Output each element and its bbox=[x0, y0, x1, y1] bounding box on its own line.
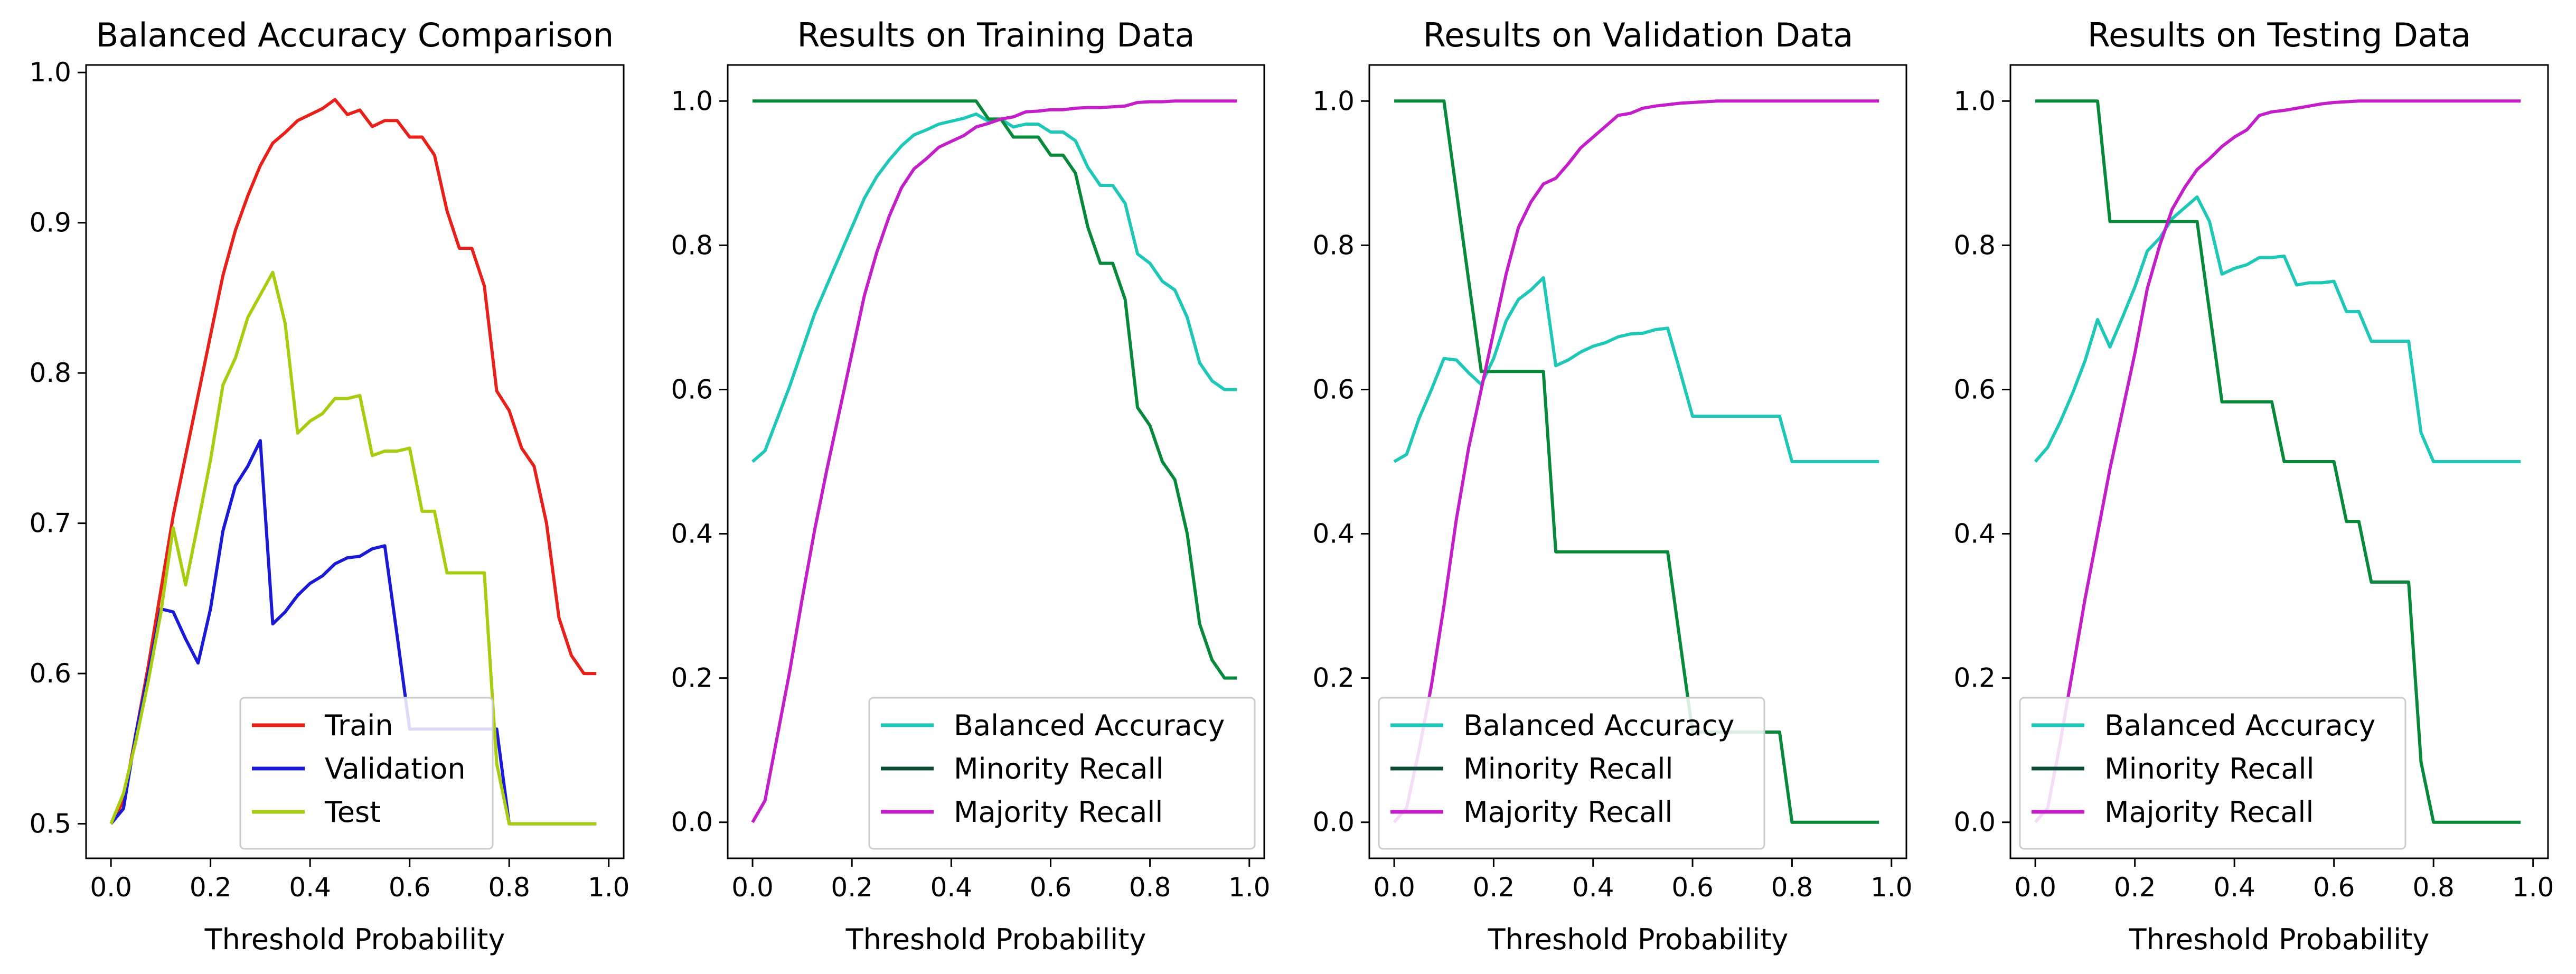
x-tick-label: 0.0 bbox=[2014, 872, 2056, 903]
x-tick-label: 0.8 bbox=[1129, 872, 1171, 903]
y-tick-label: 0.2 bbox=[671, 663, 713, 694]
x-tick-label: 0.2 bbox=[2114, 872, 2156, 903]
x-tick-label: 1.0 bbox=[588, 872, 630, 903]
x-axis-label: Threshold Probability bbox=[845, 923, 1146, 956]
y-tick-label: 0.4 bbox=[1312, 519, 1355, 549]
x-tick-label: 0.2 bbox=[1473, 872, 1515, 903]
series-line-majority-recall bbox=[2034, 99, 2521, 823]
x-axis-label: Threshold Probability bbox=[2129, 923, 2430, 956]
series-line-balanced-accuracy bbox=[1393, 276, 1879, 463]
series-line-balanced-accuracy bbox=[2034, 195, 2521, 463]
x-tick-label: 0.6 bbox=[1030, 872, 1072, 903]
legend-label: Majority Recall bbox=[2104, 795, 2314, 829]
x-tick-label: 0.6 bbox=[1671, 872, 1714, 903]
y-tick-label: 1.0 bbox=[1953, 86, 1996, 116]
y-tick-label: 0.8 bbox=[1953, 230, 1996, 260]
x-tick-label: 0.4 bbox=[1572, 872, 1614, 903]
legend-label: Validation bbox=[325, 752, 466, 785]
chart-title: Results on Training Data bbox=[797, 16, 1195, 54]
x-tick-label: 0.0 bbox=[731, 872, 774, 903]
legend-box bbox=[2019, 697, 2406, 850]
legend-box bbox=[868, 697, 1256, 850]
legend-label: Train bbox=[324, 709, 393, 742]
legend: Balanced Accuracy Minority Recall Majority… bbox=[868, 697, 1256, 850]
y-tick-label: 0.5 bbox=[29, 809, 71, 839]
legend: Balanced Accuracy Minority Recall Majority… bbox=[1378, 697, 1765, 850]
series-line-test bbox=[109, 270, 597, 826]
plot-frame bbox=[2009, 64, 2549, 859]
y-tick-label: 0.0 bbox=[671, 807, 713, 838]
legend-label: Minority Recall bbox=[954, 752, 1163, 785]
y-tick-label: 0.0 bbox=[1953, 807, 1996, 838]
x-tick-label: 0.4 bbox=[2213, 872, 2255, 903]
chart-title: Balanced Accuracy Comparison bbox=[96, 16, 614, 54]
series-line-majority-recall bbox=[751, 99, 1237, 823]
y-tick-label: 0.6 bbox=[29, 658, 71, 689]
y-tick-label: 0.6 bbox=[671, 374, 713, 405]
chart-title: Results on Validation Data bbox=[1423, 16, 1853, 54]
x-tick-label: 0.4 bbox=[930, 872, 973, 903]
series-line-majority-recall bbox=[1393, 99, 1879, 823]
x-tick-label: 0.6 bbox=[2313, 872, 2355, 903]
y-tick-label: 0.6 bbox=[1312, 374, 1355, 405]
x-tick-label: 0.8 bbox=[488, 872, 530, 903]
x-tick-label: 0.6 bbox=[389, 872, 431, 903]
x-tick-label: 0.2 bbox=[190, 872, 232, 903]
y-tick-label: 0.4 bbox=[671, 519, 713, 549]
y-tick-label: 1.0 bbox=[29, 57, 71, 88]
plot-frame bbox=[1368, 64, 1907, 859]
plot-frame bbox=[85, 64, 625, 859]
x-tick-label: 1.0 bbox=[1870, 872, 1913, 903]
legend: Train Validation Test bbox=[239, 697, 494, 850]
y-tick-label: 0.0 bbox=[1312, 807, 1355, 838]
y-tick-label: 0.2 bbox=[1312, 663, 1355, 694]
series-line-train bbox=[109, 98, 597, 825]
subplot-balanced-accuracy-comparison: Balanced Accuracy Comparison Threshold P… bbox=[29, 16, 629, 956]
legend-label: Balanced Accuracy bbox=[954, 709, 1225, 742]
legend-box bbox=[1378, 697, 1765, 850]
legend-label: Majority Recall bbox=[1463, 795, 1672, 829]
x-tick-label: 0.0 bbox=[90, 872, 132, 903]
y-tick-label: 0.8 bbox=[1312, 230, 1355, 260]
y-tick-label: 1.0 bbox=[1312, 86, 1355, 116]
series-line-minority-recall bbox=[753, 99, 1237, 680]
y-tick-label: 0.4 bbox=[1953, 519, 1996, 549]
subplot-results-testing: Results on Testing Data Threshold Probab… bbox=[1953, 16, 2554, 956]
plot-frame bbox=[727, 64, 1265, 859]
legend-label: Minority Recall bbox=[2104, 752, 2314, 785]
series-line-minority-recall bbox=[1394, 99, 1879, 824]
legend: Balanced Accuracy Minority Recall Majority… bbox=[2019, 697, 2406, 850]
x-tick-label: 0.8 bbox=[2412, 872, 2455, 903]
legend-label: Minority Recall bbox=[1463, 752, 1673, 785]
x-tick-label: 0.0 bbox=[1373, 872, 1415, 903]
legend-label: Balanced Accuracy bbox=[2104, 709, 2375, 742]
legend-label: Balanced Accuracy bbox=[1463, 709, 1734, 742]
y-tick-label: 0.8 bbox=[29, 358, 71, 388]
y-tick-label: 1.0 bbox=[671, 86, 713, 116]
x-axis-label: Threshold Probability bbox=[204, 923, 505, 956]
subplot-results-validation: Results on Validation Data Threshold Pro… bbox=[1312, 16, 1912, 956]
x-tick-label: 1.0 bbox=[2512, 872, 2554, 903]
subplot-results-training: Results on Training Data Threshold Proba… bbox=[671, 16, 1270, 956]
legend-label: Test bbox=[324, 795, 381, 829]
y-tick-label: 0.9 bbox=[29, 208, 71, 238]
x-tick-label: 0.2 bbox=[831, 872, 873, 903]
x-tick-label: 1.0 bbox=[1228, 872, 1271, 903]
series-line-minority-recall bbox=[2035, 99, 2521, 824]
x-axis-label: Threshold Probability bbox=[1488, 923, 1789, 956]
y-tick-label: 0.7 bbox=[29, 508, 71, 539]
y-tick-label: 0.2 bbox=[1953, 663, 1996, 694]
y-tick-label: 0.6 bbox=[1953, 374, 1996, 405]
x-tick-label: 0.4 bbox=[289, 872, 331, 903]
x-tick-label: 0.8 bbox=[1771, 872, 1813, 903]
y-tick-label: 0.8 bbox=[671, 230, 713, 260]
legend-label: Majority Recall bbox=[954, 795, 1163, 829]
chart-title: Results on Testing Data bbox=[2088, 16, 2471, 54]
